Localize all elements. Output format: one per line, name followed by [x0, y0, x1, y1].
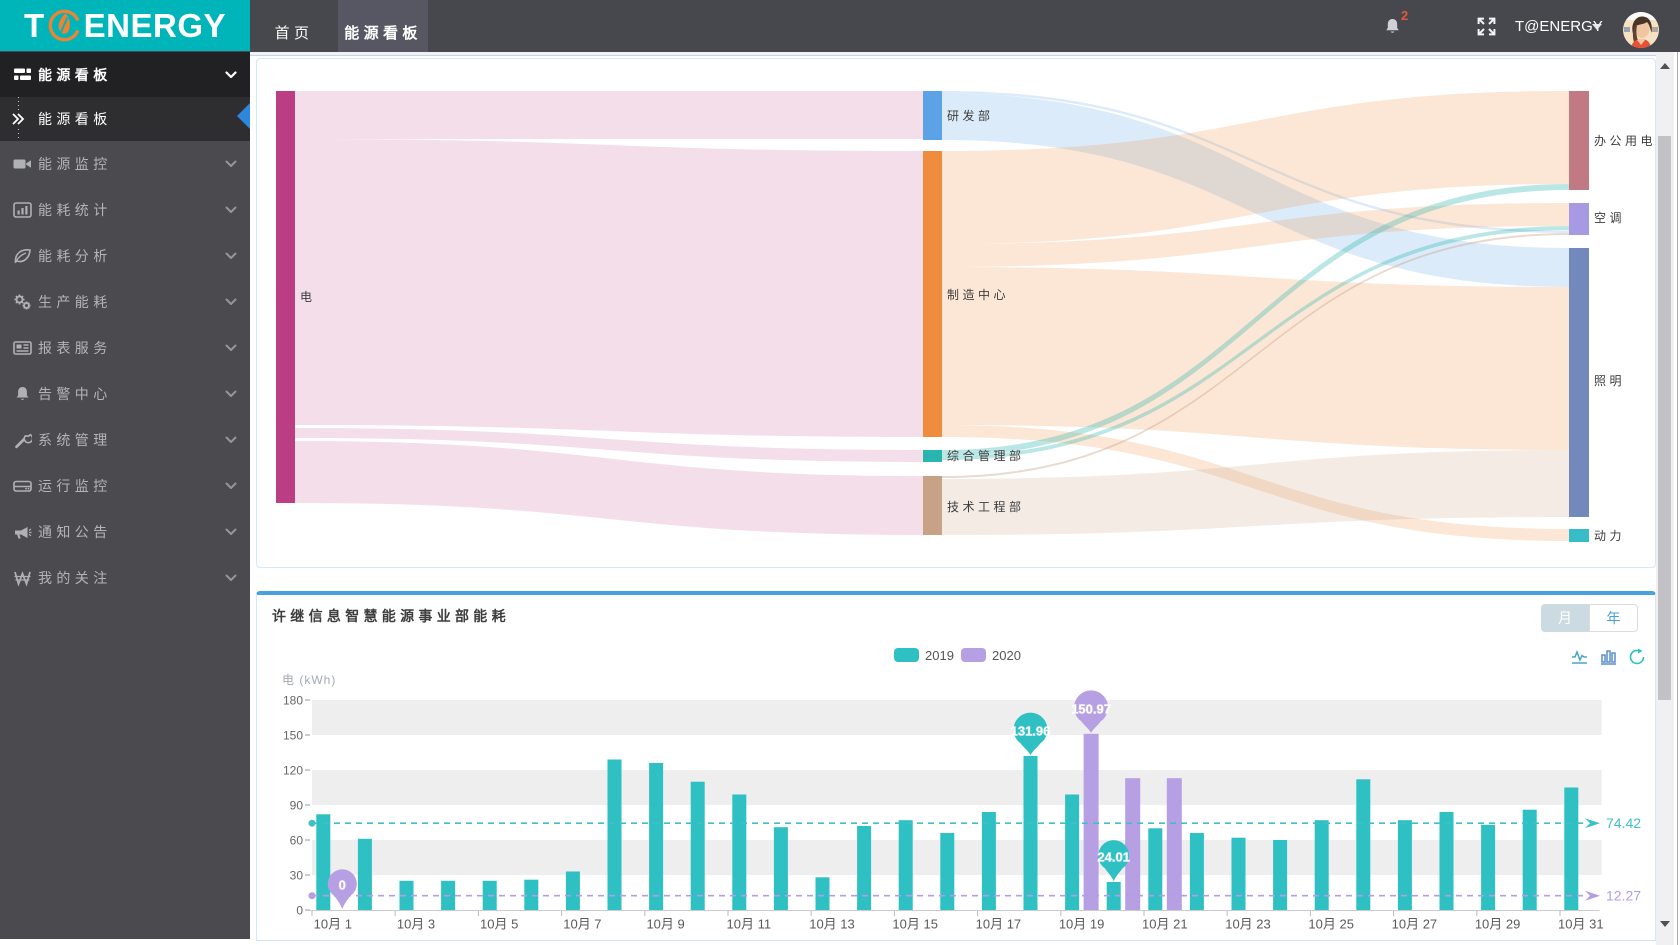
svg-text:10月 29: 10月 29 — [1475, 917, 1521, 932]
svg-text:10月 31: 10月 31 — [1558, 917, 1604, 932]
svg-text:动力: 动力 — [1594, 529, 1625, 543]
svg-text:办公用电: 办公用电 — [1594, 133, 1656, 148]
svg-text:10月 13: 10月 13 — [809, 917, 855, 932]
svg-text:10月 11: 10月 11 — [727, 917, 772, 932]
svg-text:10月 9: 10月 9 — [646, 917, 684, 932]
svg-text:150.97: 150.97 — [1071, 701, 1111, 716]
svg-text:研发部: 研发部 — [947, 108, 994, 123]
svg-text:10月 19: 10月 19 — [1059, 917, 1105, 932]
svg-text:10月 5: 10月 5 — [480, 917, 518, 932]
svg-text:电: 电 — [300, 290, 316, 304]
svg-text:10月 15: 10月 15 — [892, 917, 938, 932]
svg-text:照明: 照明 — [1594, 374, 1625, 388]
svg-text:10月 27: 10月 27 — [1392, 917, 1438, 932]
svg-text:技术工程部: 技术工程部 — [947, 499, 1025, 514]
svg-text:90: 90 — [290, 799, 304, 813]
svg-text:10月 3: 10月 3 — [397, 917, 435, 932]
svg-text:74.42: 74.42 — [1606, 815, 1641, 831]
svg-text:10月 25: 10月 25 — [1308, 917, 1354, 932]
svg-text:120: 120 — [283, 764, 303, 778]
svg-text:150: 150 — [283, 729, 303, 743]
svg-text:10月 7: 10月 7 — [563, 917, 601, 932]
svg-text:空调: 空调 — [1594, 211, 1625, 225]
svg-text:10月 17: 10月 17 — [976, 917, 1022, 932]
svg-text:0: 0 — [296, 904, 303, 918]
svg-text:131.96: 131.96 — [1011, 724, 1051, 739]
svg-text:综合管理部: 综合管理部 — [947, 448, 1025, 463]
svg-text:10月 23: 10月 23 — [1225, 917, 1271, 932]
svg-text:0: 0 — [339, 878, 346, 893]
svg-text:10月 21: 10月 21 — [1142, 917, 1188, 932]
svg-text:12.27: 12.27 — [1606, 888, 1641, 904]
svg-text:60: 60 — [290, 834, 304, 848]
svg-text:30: 30 — [290, 869, 304, 883]
svg-text:24.01: 24.01 — [1097, 849, 1130, 864]
svg-text:10月 1: 10月 1 — [314, 917, 352, 932]
svg-text:180: 180 — [283, 694, 303, 708]
svg-text:制造中心: 制造中心 — [947, 287, 1009, 302]
